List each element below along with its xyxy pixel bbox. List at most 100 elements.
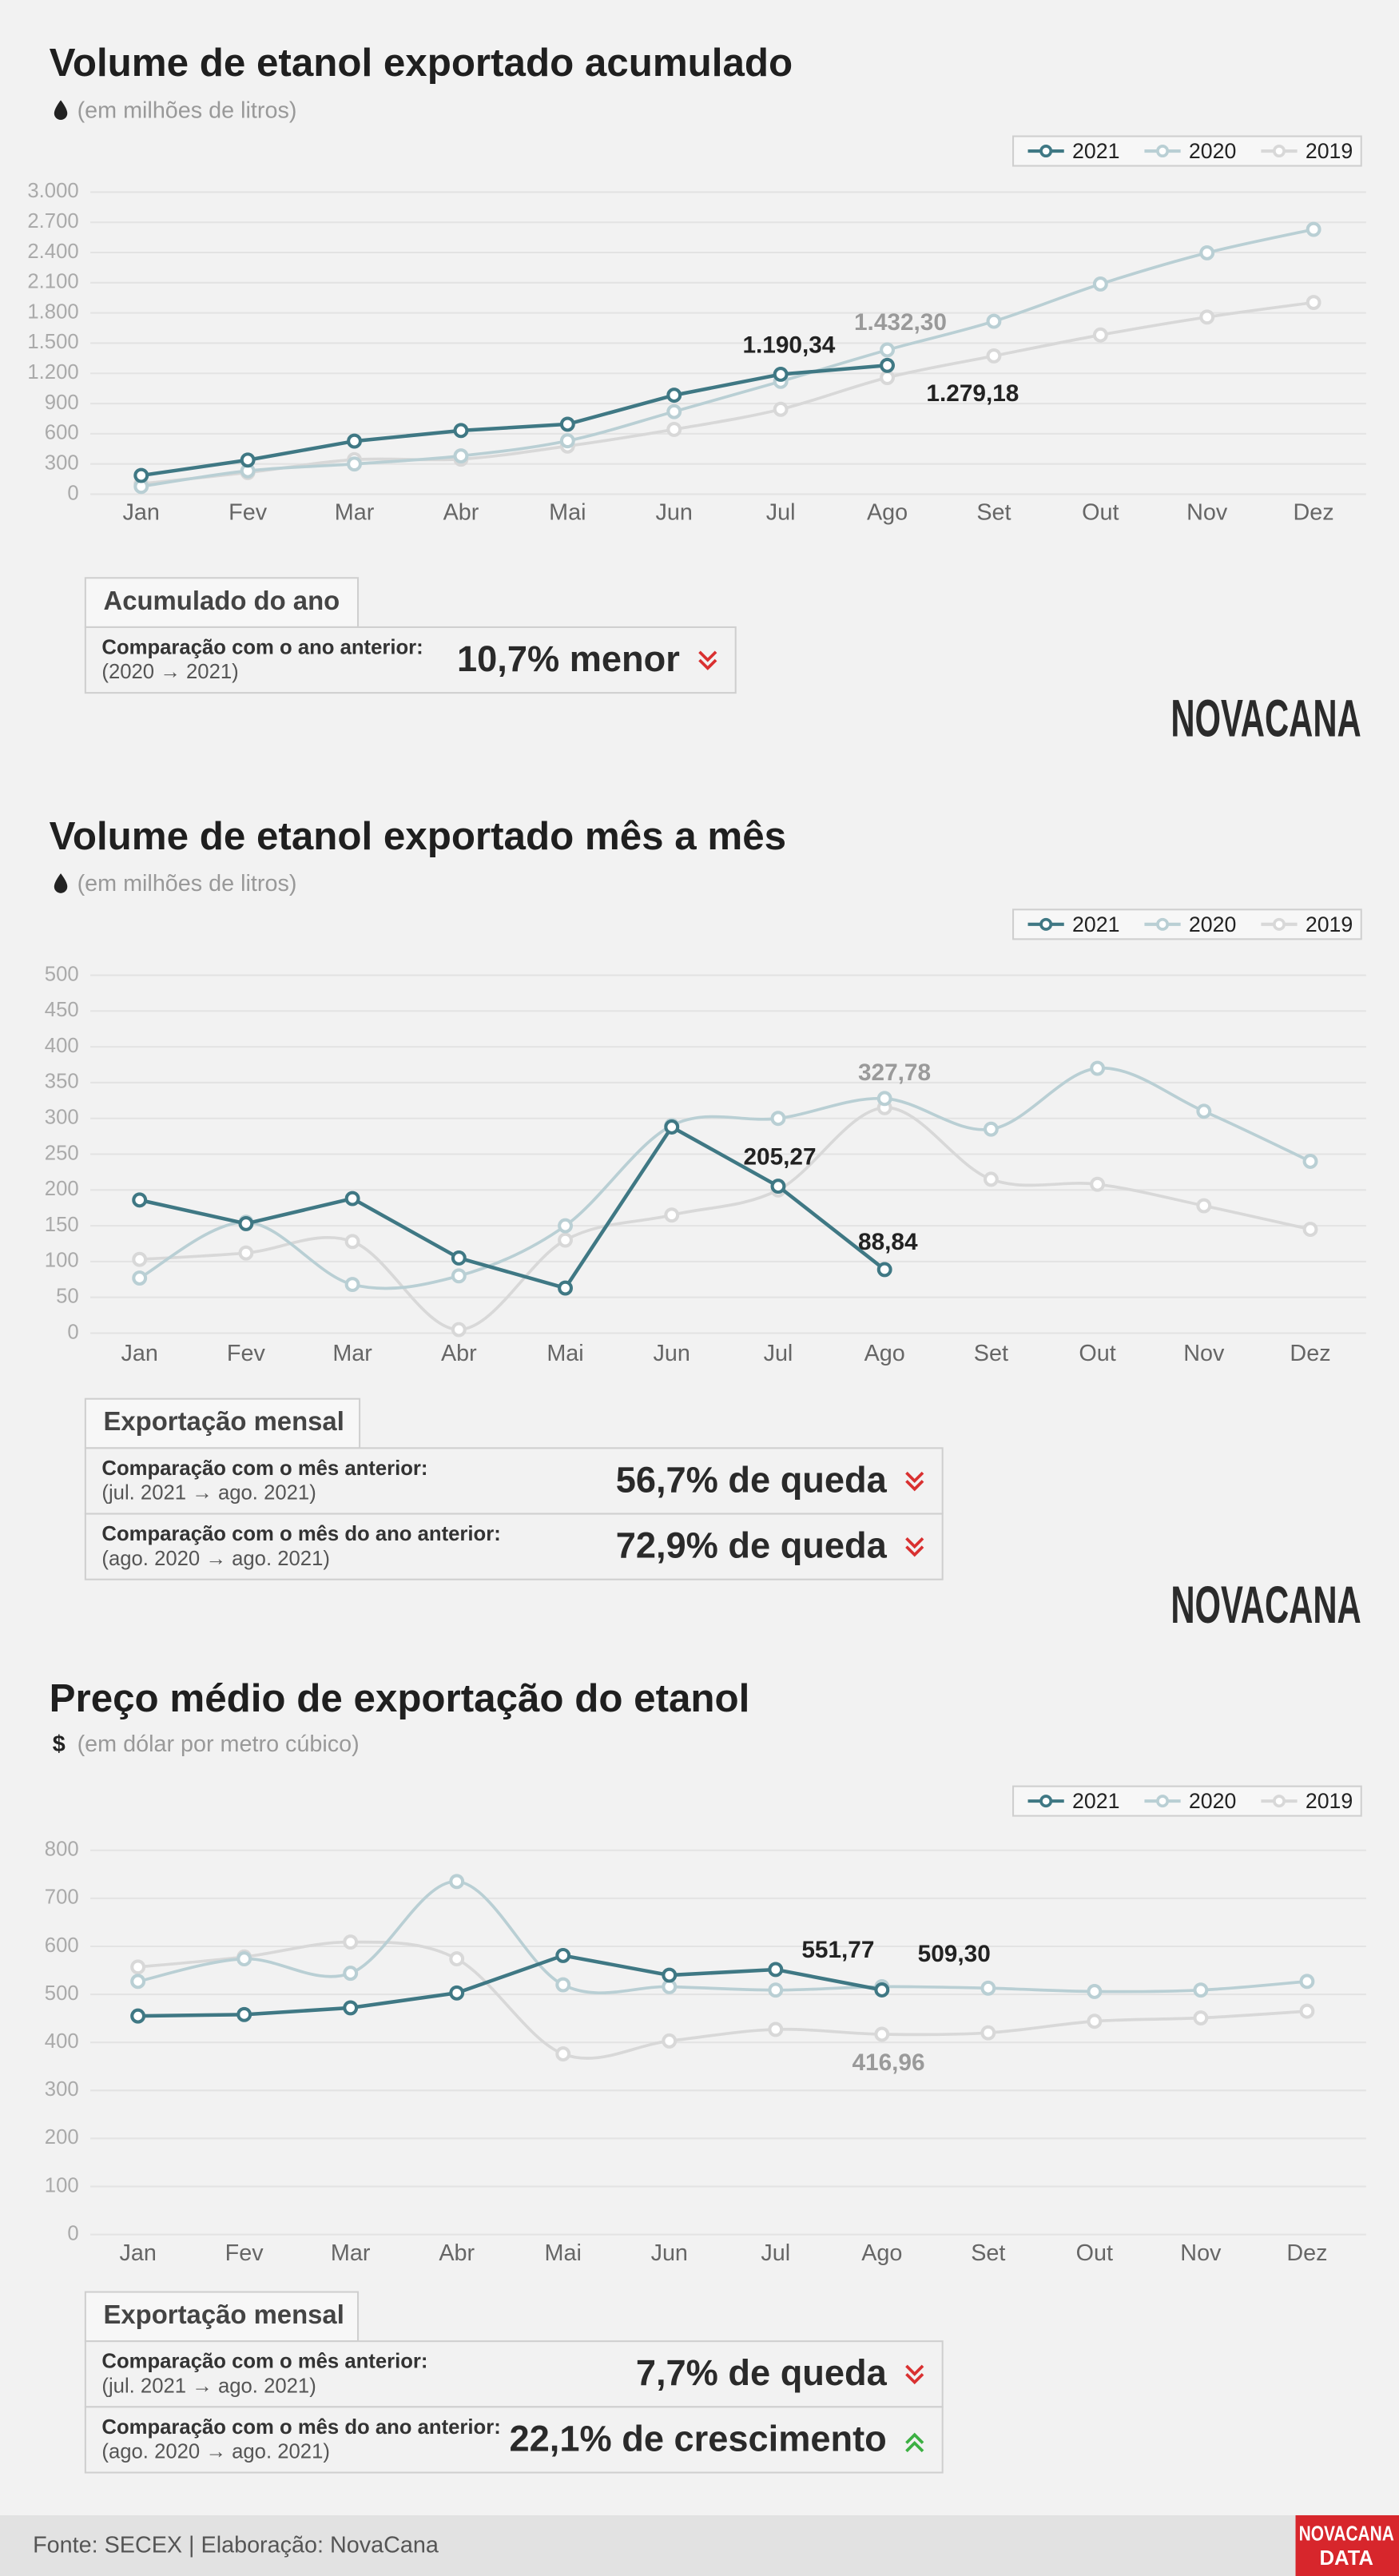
- row-label: Comparação com o ano anterior:: [101, 636, 423, 658]
- row-period: (jul. 2021 → ago. 2021): [101, 2375, 316, 2397]
- data-point: [1092, 276, 1108, 292]
- x-tick-label: Nov: [1180, 2240, 1222, 2266]
- data-point: [449, 1874, 465, 1890]
- data-point: [773, 401, 789, 417]
- y-tick-label: 0: [67, 2222, 78, 2244]
- data-point: [451, 1250, 467, 1266]
- y-tick-label: 1.200: [27, 361, 78, 384]
- data-point: [880, 370, 895, 386]
- logo: NOVACANA: [1170, 688, 1361, 747]
- y-tick-label: 200: [45, 1178, 79, 1200]
- x-tick-label: Fev: [225, 2240, 264, 2266]
- legend-box: [1012, 135, 1362, 167]
- data-point: [133, 467, 149, 483]
- data-point: [1299, 1974, 1315, 1990]
- footer-band: [0, 2514, 1399, 2576]
- y-tick-label: 50: [56, 1285, 79, 1307]
- drop-icon: [54, 100, 68, 121]
- row-value: 10,7% menor: [457, 638, 680, 679]
- x-tick-label: Out: [1082, 500, 1119, 526]
- data-point: [874, 2026, 890, 2042]
- legend-marker: [1156, 1795, 1170, 1808]
- data-point: [1306, 295, 1321, 310]
- data-label: 416,96: [852, 2049, 924, 2076]
- y-tick-label: 300: [45, 1107, 79, 1129]
- x-tick-label: Jul: [764, 1341, 793, 1366]
- row-label: Comparação com o mês do ano anterior:: [101, 2416, 500, 2439]
- row-label: Comparação com o mês anterior:: [101, 2351, 427, 2373]
- data-point: [664, 1207, 680, 1223]
- data-label: 551,77: [801, 1937, 874, 1963]
- data-point: [986, 313, 1002, 329]
- y-tick-label: 700: [45, 1886, 79, 1909]
- series-line: [137, 1954, 883, 2018]
- data-point: [344, 1277, 360, 1293]
- trend-arrow: [905, 1537, 924, 1549]
- x-tick-label: Set: [976, 500, 1011, 526]
- y-tick-label: 400: [45, 2030, 79, 2053]
- data-point: [343, 1966, 359, 1982]
- data-point: [130, 1974, 146, 1990]
- data-point: [666, 388, 682, 403]
- data-point: [1196, 1103, 1212, 1119]
- x-tick-label: Fev: [229, 500, 268, 526]
- x-tick-label: Abr: [439, 2240, 475, 2266]
- y-tick-label: 100: [45, 1250, 79, 1272]
- x-tick-label: Nov: [1183, 1341, 1225, 1366]
- row-value: 7,7% de queda: [636, 2352, 888, 2393]
- data-point: [666, 403, 682, 419]
- row-label: Comparação com o mês anterior:: [101, 1457, 427, 1480]
- data-point: [453, 423, 469, 439]
- data-point: [236, 2006, 252, 2022]
- data-point: [980, 1980, 996, 1996]
- data-point: [238, 1245, 254, 1261]
- legend-label: 2021: [1072, 139, 1119, 163]
- data-point: [1090, 1176, 1106, 1192]
- trend-arrow: [905, 1480, 924, 1492]
- y-tick-label: 450: [45, 999, 79, 1021]
- data-point: [1199, 309, 1215, 325]
- y-tick-label: 500: [45, 963, 79, 985]
- x-tick-label: Jul: [761, 2240, 790, 2266]
- x-tick-label: Out: [1076, 2240, 1113, 2266]
- data-point: [983, 1121, 999, 1137]
- summary-title: Acumulado do ano: [103, 586, 340, 615]
- chart-subtitle: (em milhões de litros): [78, 97, 297, 123]
- legend-label: 2019: [1306, 912, 1353, 936]
- data-label: 205,27: [743, 1144, 816, 1171]
- legend-box: [1012, 1785, 1362, 1817]
- legend-marker: [1156, 917, 1170, 931]
- data-label: 1.279,18: [926, 380, 1019, 407]
- y-tick-label: 2.400: [27, 241, 78, 263]
- data-label: 509,30: [918, 1941, 991, 1967]
- x-tick-label: Ago: [861, 2240, 902, 2266]
- summary-row: [84, 1447, 944, 1515]
- data-point: [980, 2025, 996, 2041]
- data-label: 1.432,30: [854, 309, 947, 336]
- data-point: [876, 1091, 892, 1107]
- data-point: [662, 2033, 678, 2049]
- x-tick-label: Mai: [546, 1341, 583, 1366]
- legend-label: 2020: [1189, 912, 1236, 936]
- legend-box: [1012, 908, 1362, 940]
- y-tick-label: 1.800: [27, 300, 78, 323]
- y-tick-label: 0: [67, 482, 78, 504]
- series-line: [141, 300, 1314, 486]
- data-point: [1302, 1154, 1318, 1169]
- trend-arrow: [698, 650, 717, 662]
- x-tick-label: Mar: [332, 1341, 372, 1366]
- subtitle-icon: $: [53, 1731, 66, 1757]
- data-label: 327,78: [858, 1059, 931, 1086]
- legend-label: 2021: [1072, 1789, 1119, 1813]
- x-tick-label: Jun: [656, 500, 693, 526]
- legend-marker: [1272, 145, 1286, 158]
- legend-marker: [1272, 1795, 1286, 1808]
- x-tick-label: Abr: [443, 500, 479, 526]
- x-tick-label: Set: [971, 2240, 1005, 2266]
- y-tick-label: 600: [45, 1934, 79, 1957]
- chart-title: Volume de etanol exportado mês a mês: [50, 814, 786, 858]
- y-tick-label: 300: [45, 2078, 79, 2101]
- data-point: [132, 1251, 148, 1267]
- data-label: 88,84: [858, 1229, 918, 1255]
- y-tick-label: 3.000: [27, 180, 78, 202]
